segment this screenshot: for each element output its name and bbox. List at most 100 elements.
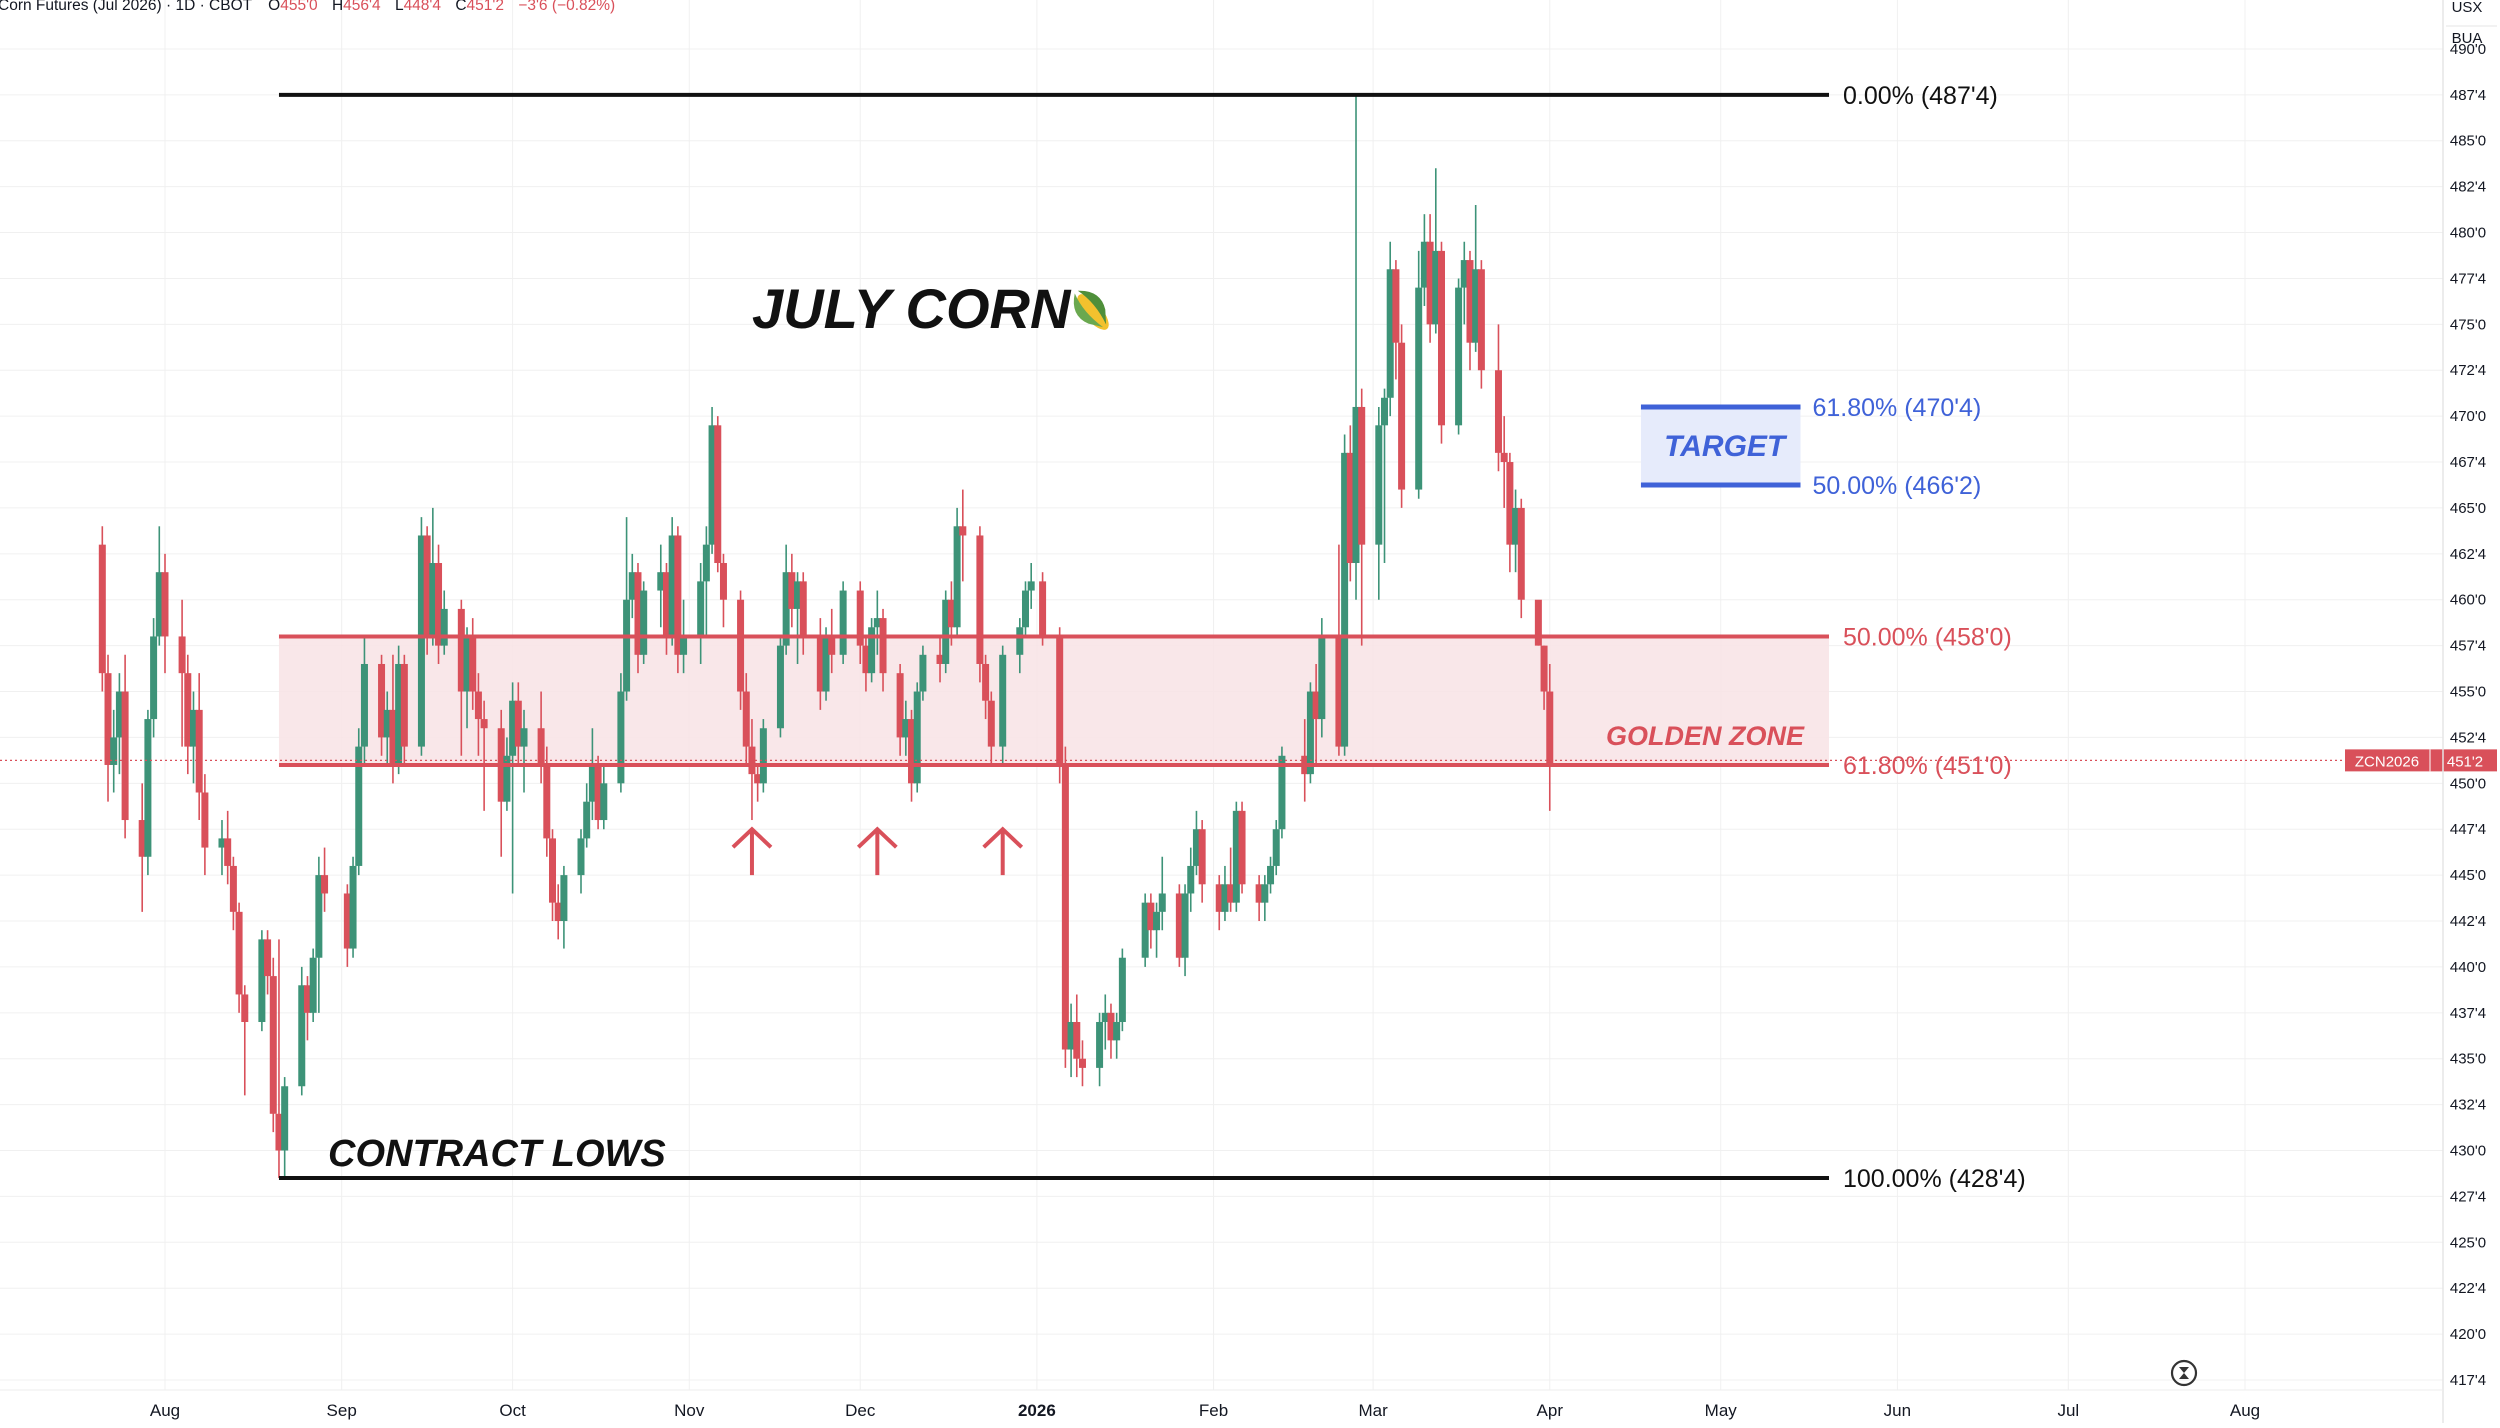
candle-body-down [799,581,807,637]
candle-layer [98,94,1554,1179]
candle-body-down [674,535,682,655]
annotation-layer: 61.80% (470'4) 50.00% (466'2) TARGET GOLDEN… [0,394,2497,1175]
candle-body-down [737,599,745,692]
candle-body-down [1198,829,1206,885]
candle-body-up [1221,884,1229,912]
candle-body-down [1312,691,1320,720]
candle-body-down [1466,260,1474,343]
price-axis[interactable]: 490'0 487'4 485'0 482'4 480'0 477'4 475'0 472'4… [2450,41,2486,1389]
candle-body-up [463,636,471,692]
candle-body-up [1096,1021,1104,1068]
replay-icon[interactable] [2170,1359,2198,1387]
y-tick-label: 427'4 [2450,1188,2486,1205]
candle-body-down [1546,691,1554,765]
candle-body-up [503,755,511,802]
candle-body-down [1175,893,1183,958]
up-arrow-head [856,826,898,849]
candle-body-down [104,673,112,765]
candle-body-up [560,875,568,922]
candle-body-down [195,709,203,793]
low-value: 448'4 [404,0,442,14]
up-arrow-head [731,826,773,849]
candle-body-up [309,957,317,1013]
candle-body-down [303,985,311,1013]
candle-body-up [1341,452,1349,747]
target-level-label: 50.00% (466'2) [1813,472,1982,500]
candle-body-down [1227,884,1235,903]
candle-body-up [1021,590,1029,628]
y-tick-label: 475'0 [2450,316,2486,333]
candle-body-up [657,572,665,591]
candle-body-down [1477,269,1485,371]
candle-body-up [520,728,528,747]
candle-body-down [936,654,944,664]
candle-body-down [742,691,750,747]
currency-label[interactable]: USX [2452,0,2483,16]
candle-body-down [1517,507,1525,600]
price-tag-value: 451'2 [2447,753,2483,770]
y-tick-label: 457'4 [2450,638,2486,655]
candle-body-down [1039,581,1047,637]
candle-body-down [1426,241,1434,325]
high-value: 456'4 [343,0,381,14]
candle-body-up [1352,406,1360,564]
candle-body-up [281,1086,289,1151]
candle-body-down [828,636,836,655]
y-tick-label: 472'4 [2450,362,2486,379]
candle-body-up [794,581,802,609]
y-tick-label: 480'0 [2450,225,2486,242]
candle-body-down [594,764,602,821]
candle-body-up [1306,691,1314,775]
candle-body-down [98,544,106,674]
candle-body-down [634,572,642,655]
candle-body-down [714,425,722,564]
candle-body-up [708,425,716,545]
candle-body-up [150,636,158,720]
up-arrow-icon [856,826,898,876]
candle-body-down [1392,269,1400,343]
candle-body-down [908,719,916,784]
candle-body-up [1181,893,1189,958]
y-tick-label: 417'4 [2450,1372,2486,1389]
time-axis[interactable]: Aug Sep Oct Nov Dec 2026 Feb Mar Apr May Jun Jul Aug [150,1401,2260,1420]
candle-body-down [1540,645,1548,692]
candle-body-up [1153,911,1161,931]
candle-body-down [554,902,562,922]
candle-body-up [360,663,368,747]
y-tick-label: 445'0 [2450,867,2486,884]
high-label: H [332,0,343,14]
candle-body-down [457,608,465,692]
candle-body-up [1187,865,1195,894]
candle-body-up [298,985,306,1087]
candle-body-down [987,700,995,747]
golden-zone-label: GOLDEN ZONE [1606,721,1805,751]
target-box [1640,406,1801,485]
candle-body-up [577,838,585,876]
open-value: 455'0 [280,0,318,14]
candle-body-down [121,691,129,821]
y-tick-label: 482'4 [2450,179,2486,196]
candle-body-up [144,719,152,857]
candle-body-down [982,663,990,701]
candle-body-up [383,709,391,738]
candle-body-up [429,563,437,637]
y-tick-label: 470'0 [2450,408,2486,425]
candle-body-up [1386,269,1394,398]
unit-label[interactable]: BUA [2452,30,2483,47]
x-tick-label: Apr [1537,1401,1564,1420]
candle-body-down [1255,884,1263,903]
candle-body-down [896,673,904,738]
candle-body-down [1073,1021,1081,1059]
y-tick-label: 487'4 [2450,87,2486,104]
zone-layer [278,636,1829,765]
up-arrow-head [982,826,1024,849]
candle-body-up [919,654,927,692]
candle-body-down [1061,764,1069,1050]
contract-lows-label: CONTRACT LOWS [328,1133,666,1175]
symbol-legend[interactable]: Corn Futures (Jul 2026) · 1D · CBOT O455… [0,0,615,14]
corn-icon [1073,290,1109,330]
candle-body-up [1381,397,1389,426]
candle-body-down [241,994,249,1022]
